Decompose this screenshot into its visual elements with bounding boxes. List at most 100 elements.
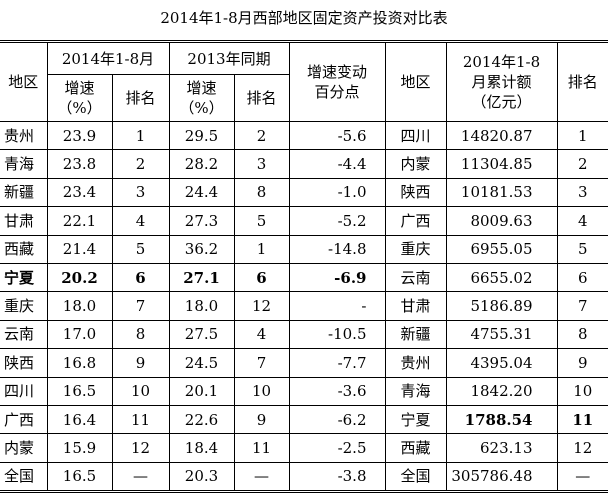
rank2-cell: 8 [556, 319, 608, 350]
region-cell: 甘肃 [0, 206, 48, 236]
region2-cell: 重庆 [384, 234, 447, 264]
rank-2014-cell: 2 [111, 149, 170, 179]
region2-cell: 全国 [384, 461, 447, 493]
rank-2014-cell: 8 [111, 319, 170, 350]
table-row: 广西 16.4 11 22.6 9 -6.2 宁夏 1788.54 11 [0, 404, 608, 435]
table-row: 四川 16.5 10 20.1 10 -3.6 青海 1842.20 10 [0, 376, 608, 406]
header-change-line2: 百分点 [314, 83, 360, 101]
growth-2014-cell: 16.4 [46, 404, 113, 435]
table-row: 甘肃 22.1 4 27.3 5 -5.2 广西 8009.63 4 [0, 206, 608, 236]
region2-cell: 宁夏 [384, 404, 447, 435]
growth-2013-cell: 18.0 [168, 291, 235, 321]
header-amount-line2: 月累计额 [471, 73, 532, 91]
rank-2014-cell: 12 [111, 433, 170, 463]
header-change: 增速变动 百分点 [288, 41, 386, 122]
rank-2013-cell: 10 [233, 376, 290, 406]
table-row: 重庆 18.0 7 18.0 12- 甘肃 5186.89 7 [0, 291, 608, 321]
growth-2013-cell: 18.4 [168, 433, 235, 463]
change-cell: -7.7 [288, 348, 386, 378]
rank-2013-cell: 1 [233, 234, 290, 264]
header-region2: 地区 [384, 41, 447, 122]
rank-2014-cell: 10 [111, 376, 170, 406]
subheader-row: 增速 （%） 排名 增速 （%） 排名 [0, 74, 608, 122]
region2-cell: 贵州 [384, 348, 447, 378]
amount-cell: 10181.53 [445, 177, 558, 208]
growth-2013-cell: 24.5 [168, 348, 235, 378]
rank-2014-cell: 6 [111, 262, 170, 293]
rank2-cell: 10 [556, 376, 608, 406]
header-amount-line3: （亿元） [471, 93, 532, 111]
region2-cell: 青海 [384, 376, 447, 406]
rank-2014-cell: 7 [111, 291, 170, 321]
amount-cell: 11304.85 [445, 149, 558, 179]
rank-2014-cell: 5 [111, 234, 170, 264]
region-cell: 重庆 [0, 291, 48, 321]
amount-cell: 1788.54 [445, 404, 558, 435]
rank2-cell: 7 [556, 291, 608, 321]
rank-2014-cell: 1 [111, 120, 170, 151]
pct-label: （%） [179, 99, 224, 117]
growth-2014-cell: 23.4 [46, 177, 113, 208]
rank-2014-cell: — [111, 461, 170, 493]
change-cell: -4.4 [288, 149, 386, 179]
rank-2013-cell: 6 [233, 262, 290, 293]
growth-2014-cell: 21.4 [46, 234, 113, 264]
growth-2013-cell: 22.6 [168, 404, 235, 435]
region-cell: 青海 [0, 149, 48, 179]
region-cell: 全国 [0, 461, 48, 493]
growth-2014-cell: 22.1 [46, 206, 113, 236]
region-cell: 新疆 [0, 177, 48, 208]
header-rank2: 排名 [556, 41, 608, 122]
table-title: 2014年1-8月西部地区固定资产投资对比表 [160, 9, 448, 27]
amount-cell: 305786.48 [445, 461, 558, 493]
rank-2013-cell: — [233, 461, 290, 493]
header-region: 地区 [0, 41, 48, 122]
rank2-cell: 1 [556, 120, 608, 151]
rank2-cell: 12 [556, 433, 608, 463]
region2-cell: 四川 [384, 120, 447, 151]
amount-cell: 8009.63 [445, 206, 558, 236]
header-rank-2013: 排名 [233, 74, 290, 122]
growth-2014-cell: 23.8 [46, 149, 113, 179]
rank2-cell: 9 [556, 348, 608, 378]
growth-2014-cell: 20.2 [46, 262, 113, 293]
table-row: 新疆 23.4 3 24.4 8 -1.0 陕西 10181.53 3 [0, 177, 608, 208]
region-cell: 四川 [0, 376, 48, 406]
region2-cell: 广西 [384, 206, 447, 236]
rank2-cell: 11 [556, 404, 608, 435]
rank2-cell: 3 [556, 177, 608, 208]
amount-cell: 14820.87 [445, 120, 558, 151]
region2-cell: 新疆 [384, 319, 447, 350]
change-cell: -6.9 [288, 262, 386, 293]
growth-2014-cell: 18.0 [46, 291, 113, 321]
table-row: 全国 16.5—20.3— -3.8 全国 305786.48— [0, 461, 608, 493]
table-row: 贵州 23.9 1 29.5 2 -5.6 四川 14820.87 1 [0, 120, 608, 151]
rank2-cell: — [556, 461, 608, 493]
amount-cell: 5186.89 [445, 291, 558, 321]
growth-label: 增速 [186, 79, 217, 97]
change-cell: -3.6 [288, 376, 386, 406]
rank-2014-cell: 9 [111, 348, 170, 378]
region2-cell: 内蒙 [384, 149, 447, 179]
change-cell: -5.6 [288, 120, 386, 151]
region-cell: 广西 [0, 404, 48, 435]
rank-2013-cell: 3 [233, 149, 290, 179]
header-amount-line1: 2014年1-8 [462, 53, 541, 71]
region-cell: 内蒙 [0, 433, 48, 463]
rank-2013-cell: 2 [233, 120, 290, 151]
rank-2013-cell: 12 [233, 291, 290, 321]
investment-table: 地区 2014年1-8月 2013年同期 增速变动 百分点 地区 2014年1-8… [0, 40, 608, 494]
amount-cell: 623.13 [445, 433, 558, 463]
region2-cell: 甘肃 [384, 291, 447, 321]
change-cell: -10.5 [288, 319, 386, 350]
region-cell: 宁夏 [0, 262, 48, 293]
growth-2013-cell: 27.3 [168, 206, 235, 236]
region-cell: 陕西 [0, 348, 48, 378]
region-cell: 贵州 [0, 120, 48, 151]
change-cell: -14.8 [288, 234, 386, 264]
rank-2014-cell: 4 [111, 206, 170, 236]
header-growth-2014: 增速 （%） [46, 74, 113, 122]
growth-2013-cell: 27.1 [168, 262, 235, 293]
growth-2014-cell: 16.5 [46, 376, 113, 406]
region2-cell: 云南 [384, 262, 447, 293]
